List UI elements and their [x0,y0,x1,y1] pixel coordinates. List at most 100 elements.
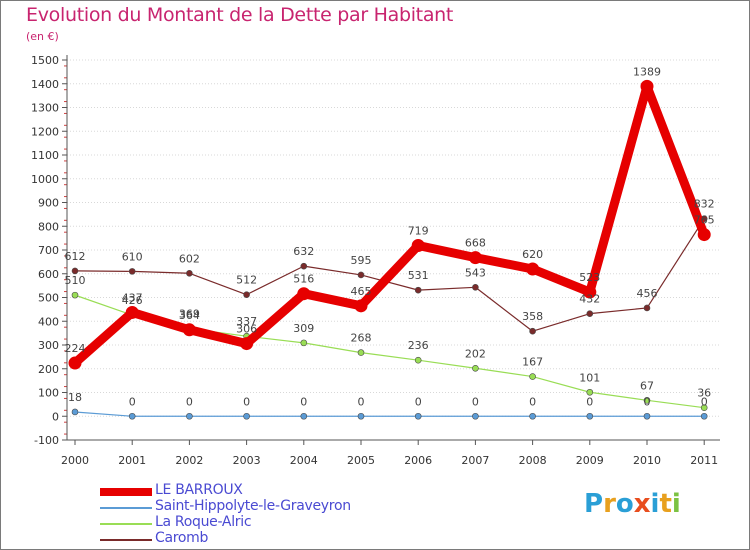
data-label: 224 [65,342,86,355]
data-point [182,323,196,337]
data-point [697,228,711,242]
data-label: 426 [122,294,143,307]
data-label: 612 [65,250,86,263]
y-tick-label: -100 [34,434,59,447]
x-tick-label: 2000 [61,454,89,467]
data-label: 306 [236,323,257,336]
data-label: 0 [129,395,136,408]
data-label: 531 [408,269,429,282]
data-point [468,251,482,265]
data-label: 309 [293,322,314,335]
data-label: 0 [243,395,250,408]
y-tick-label: 200 [38,363,59,376]
legend-label-la-roque-alric: La Roque-Alric [155,514,252,530]
y-tick-label: 600 [38,268,59,281]
data-label: 432 [579,293,600,306]
logo-letter: o [615,489,634,519]
data-point [472,364,479,372]
data-label: 437 [122,291,143,304]
legend-label-saint-hippolyte: Saint-Hippolyte-le-Graveyron [155,498,351,514]
y-tick-label: 1000 [31,173,59,186]
data-point [643,304,651,312]
data-point [300,262,308,270]
proxiti-logo: Proxiti [584,489,681,519]
data-label: 0 [415,395,422,408]
data-point [125,305,139,319]
data-point [68,356,82,370]
data-label: 0 [358,395,365,408]
data-label: 202 [465,347,486,360]
logo-letter: i [671,489,681,519]
logo-letter: x [633,489,651,519]
y-tick-label: 1200 [31,125,59,138]
y-tick-label: 1300 [31,102,59,115]
data-point [640,79,654,93]
data-label: 364 [179,309,200,322]
x-tick-label: 2011 [690,454,718,467]
data-label: 668 [465,237,486,250]
data-point [71,291,79,299]
data-label: 512 [236,274,257,287]
data-point [414,286,422,294]
data-point [411,238,425,252]
x-tick-label: 2001 [118,454,146,467]
y-tick-label: 1100 [31,149,59,162]
data-point [354,299,368,313]
data-label: 1389 [633,65,661,78]
x-tick-label: 2008 [519,454,547,467]
x-tick-label: 2007 [461,454,489,467]
data-point [300,412,308,420]
data-label: 523 [579,271,600,284]
data-point [300,339,308,347]
data-point [128,412,136,420]
data-point [243,291,250,298]
data-label: 67 [640,379,654,392]
data-label: 0 [644,395,651,408]
x-tick-label: 2009 [576,454,604,467]
data-label: 719 [408,224,429,237]
data-label: 0 [186,395,193,408]
y-tick-label: 300 [38,339,59,352]
data-point [71,408,79,416]
x-tick-label: 2010 [633,454,661,467]
data-label: 337 [236,315,257,328]
legend-swatch-saint-hippolyte [100,507,152,509]
data-label: 0 [529,395,536,408]
data-point [586,388,594,396]
data-point [240,337,254,351]
data-label: 0 [701,395,708,408]
data-point [243,412,250,420]
data-label: 236 [408,339,429,352]
chart-subtitle: (en €) [26,30,59,43]
data-point [357,412,365,420]
y-tick-label: 400 [38,315,59,328]
data-label: 832 [694,198,715,211]
data-point [472,283,479,291]
legend-swatch-le-barroux [100,488,152,496]
data-label: 0 [472,395,479,408]
legend-label-le-barroux: LE BARROUX [155,482,243,498]
data-point [357,349,365,356]
data-label: 101 [579,371,600,384]
data-label: 620 [522,248,543,261]
y-tick-label: 500 [38,292,59,305]
data-label: 543 [465,266,486,279]
data-label: 358 [522,310,543,323]
data-label: 465 [351,285,372,298]
logo-letter: P [584,489,604,519]
y-tick-label: 100 [38,387,59,400]
chart-title: Evolution du Montant de la Dette par Hab… [26,4,454,26]
data-label: 268 [351,332,372,345]
y-tick-label: 800 [38,220,59,233]
logo-letter: r [603,489,616,519]
data-point [414,412,422,420]
data-point [71,267,79,275]
data-label: 632 [293,245,314,258]
data-label: 510 [65,274,86,287]
data-point [529,327,536,335]
legend-swatch-caromb [100,539,152,541]
series-line-le-barroux [70,81,709,368]
data-point [643,412,651,420]
